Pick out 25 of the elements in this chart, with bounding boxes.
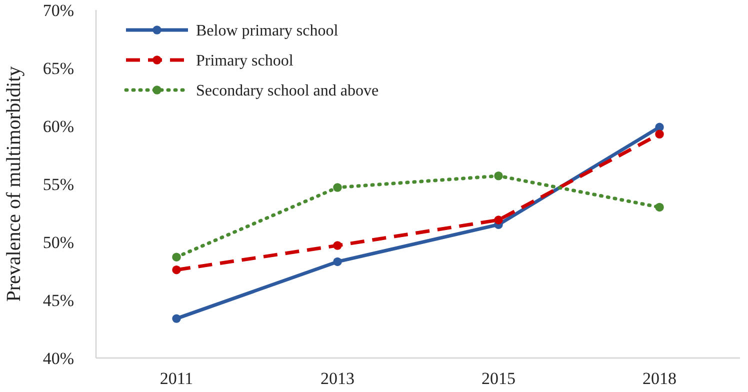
x-tick-label: 2013 (320, 369, 354, 388)
y-tick-label: 65% (42, 58, 74, 78)
point (655, 202, 664, 212)
legend-label: Below primary school (196, 22, 339, 40)
y-tick-label: 55% (42, 174, 74, 194)
y-tick-label: 40% (42, 348, 74, 368)
x-tick-label: 2015 (482, 369, 516, 388)
point (333, 257, 342, 266)
point (333, 183, 342, 192)
x-tick-label: 2011 (160, 369, 194, 388)
x-tick-label: 2018 (642, 369, 676, 388)
y-tick-label: 45% (42, 290, 74, 310)
point (494, 172, 503, 180)
y-axis-title: Prevalence of multimorbidity (3, 66, 25, 302)
point (172, 314, 181, 323)
point (172, 252, 181, 262)
point (494, 216, 503, 224)
y-tick-label: 60% (42, 116, 74, 136)
point (172, 265, 181, 274)
y-tick-label: 70% (42, 0, 74, 20)
point (333, 241, 342, 250)
legend-label: Secondary school and above (196, 82, 379, 100)
point (655, 130, 664, 138)
y-tick-label: 50% (42, 232, 74, 252)
legend-label: Primary school (196, 52, 294, 70)
